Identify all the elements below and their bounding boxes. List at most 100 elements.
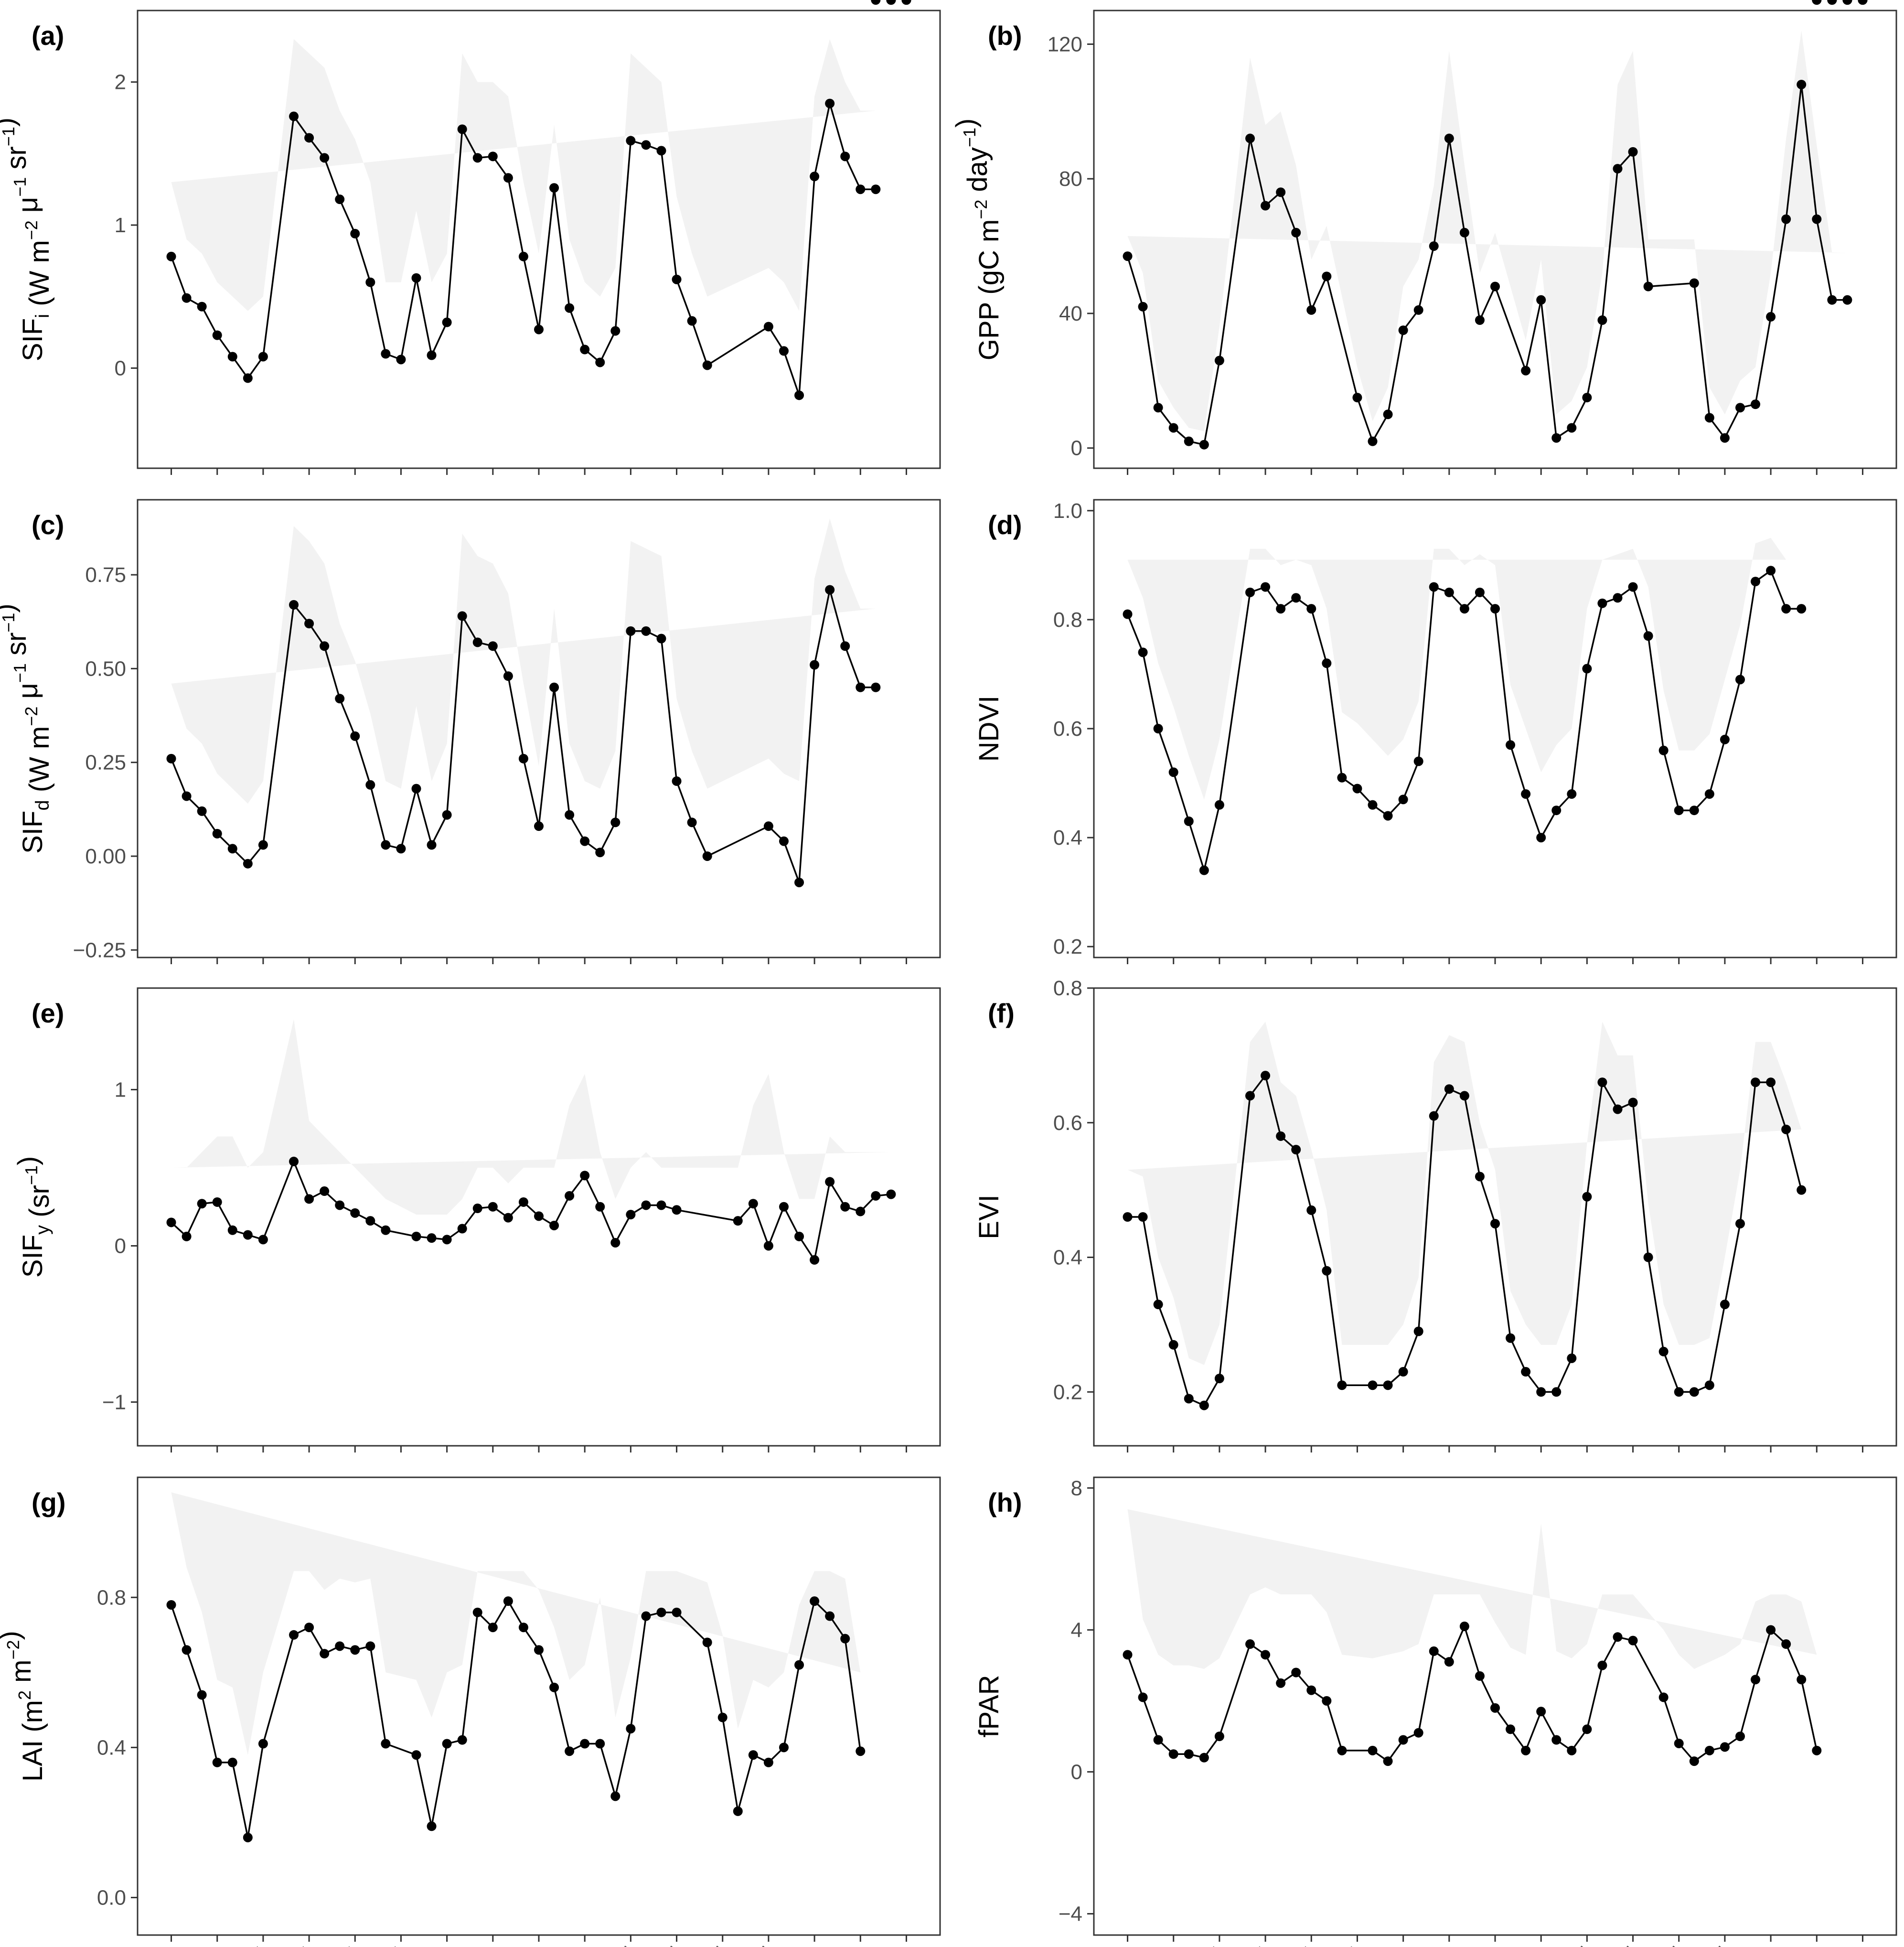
data-point bbox=[886, 0, 896, 5]
data-point bbox=[1551, 1735, 1562, 1745]
data-point bbox=[442, 1235, 452, 1245]
data-point bbox=[1567, 1353, 1577, 1363]
data-point bbox=[1383, 811, 1393, 821]
data-point bbox=[212, 330, 222, 340]
x-tick-label: Mar 16 bbox=[1352, 1942, 1416, 1947]
data-point bbox=[1812, 1745, 1822, 1755]
data-point bbox=[610, 1791, 620, 1801]
data-point bbox=[779, 346, 789, 356]
data-point bbox=[503, 173, 513, 183]
data-point bbox=[335, 1200, 345, 1210]
data-point bbox=[212, 828, 222, 839]
x-tick-label: Jun 16 bbox=[1399, 1942, 1462, 1947]
uncertainty-band bbox=[1127, 1509, 1817, 1669]
data-point bbox=[1689, 1756, 1699, 1766]
data-point bbox=[840, 151, 850, 161]
data-point bbox=[365, 1641, 375, 1651]
data-point bbox=[1812, 0, 1822, 5]
data-point bbox=[1567, 423, 1577, 433]
data-point bbox=[733, 1806, 743, 1816]
data-point bbox=[335, 194, 345, 204]
data-point bbox=[626, 136, 636, 146]
data-point bbox=[825, 1177, 835, 1187]
data-point bbox=[1444, 133, 1454, 143]
data-point bbox=[518, 251, 528, 261]
data-point bbox=[182, 1645, 192, 1655]
data-point bbox=[166, 753, 176, 764]
panel-label: (c) bbox=[32, 510, 64, 540]
data-point bbox=[1674, 1738, 1684, 1748]
data-point bbox=[1368, 1380, 1378, 1390]
x-tick-label: Dec 17 bbox=[1672, 1942, 1738, 1947]
x-tick-label: Dec 16 bbox=[1488, 1942, 1554, 1947]
data-point bbox=[503, 1213, 513, 1223]
data-point bbox=[1459, 604, 1469, 614]
panel-label: (b) bbox=[988, 21, 1022, 51]
data-point bbox=[182, 791, 192, 801]
data-point bbox=[1689, 806, 1699, 816]
data-point bbox=[1536, 833, 1546, 843]
data-point bbox=[595, 848, 605, 858]
data-point bbox=[1506, 1724, 1516, 1734]
data-point bbox=[1628, 1635, 1638, 1646]
y-tick-label: 2 bbox=[115, 71, 126, 94]
data-point bbox=[258, 352, 268, 362]
data-point bbox=[1490, 1219, 1500, 1229]
data-point bbox=[1521, 1745, 1531, 1755]
data-point bbox=[871, 0, 881, 5]
data-point bbox=[1689, 1387, 1699, 1397]
x-tick-label: Dec 15 bbox=[1305, 1942, 1370, 1947]
data-point bbox=[656, 1607, 666, 1617]
data-point bbox=[641, 1200, 651, 1210]
data-point bbox=[411, 1231, 421, 1241]
data-point bbox=[1613, 164, 1623, 174]
data-point bbox=[1521, 1367, 1531, 1377]
data-point bbox=[1168, 1340, 1178, 1350]
data-point bbox=[871, 184, 881, 194]
data-point bbox=[626, 626, 636, 636]
data-point bbox=[1597, 1660, 1607, 1670]
data-point bbox=[411, 273, 421, 283]
data-point bbox=[350, 1645, 360, 1655]
y-tick-label: 1.0 bbox=[1053, 499, 1082, 523]
data-point bbox=[1429, 1111, 1439, 1121]
data-point bbox=[197, 301, 207, 312]
data-point bbox=[1276, 1131, 1286, 1141]
data-point bbox=[595, 1739, 605, 1749]
data-point bbox=[1720, 1300, 1730, 1310]
panel-label: (d) bbox=[988, 510, 1022, 540]
data-point bbox=[1291, 227, 1301, 237]
y-axis-label: SIFi (W m−2 μ−1 sr−1) bbox=[0, 118, 55, 361]
data-point bbox=[1797, 604, 1807, 614]
data-point bbox=[840, 641, 850, 651]
data-point bbox=[1291, 1145, 1301, 1155]
data-point bbox=[595, 357, 605, 367]
data-point bbox=[457, 1735, 467, 1745]
data-point bbox=[212, 1197, 222, 1207]
data-point bbox=[580, 1171, 590, 1181]
data-point bbox=[626, 1724, 636, 1734]
y-tick-label: 0.00 bbox=[85, 845, 126, 868]
data-point bbox=[1628, 582, 1638, 592]
data-point bbox=[457, 1224, 467, 1234]
x-tick-label: Mar 15 bbox=[212, 1942, 276, 1947]
data-point bbox=[335, 694, 345, 704]
data-point bbox=[1781, 1639, 1791, 1649]
data-point bbox=[672, 274, 682, 284]
data-point bbox=[518, 753, 528, 764]
x-tick-label: Sep 16 bbox=[486, 1942, 552, 1947]
data-point bbox=[182, 1231, 192, 1241]
data-point bbox=[503, 1596, 513, 1606]
data-point bbox=[825, 585, 835, 595]
data-point bbox=[182, 293, 192, 303]
data-point bbox=[1429, 241, 1439, 251]
data-point bbox=[243, 859, 253, 869]
data-point bbox=[1199, 865, 1209, 875]
data-point bbox=[381, 349, 391, 359]
data-point bbox=[1184, 436, 1194, 446]
data-point bbox=[1352, 784, 1362, 794]
data-point bbox=[1521, 789, 1531, 799]
data-point bbox=[794, 877, 804, 887]
data-point bbox=[1214, 800, 1224, 810]
data-point bbox=[258, 1739, 268, 1749]
